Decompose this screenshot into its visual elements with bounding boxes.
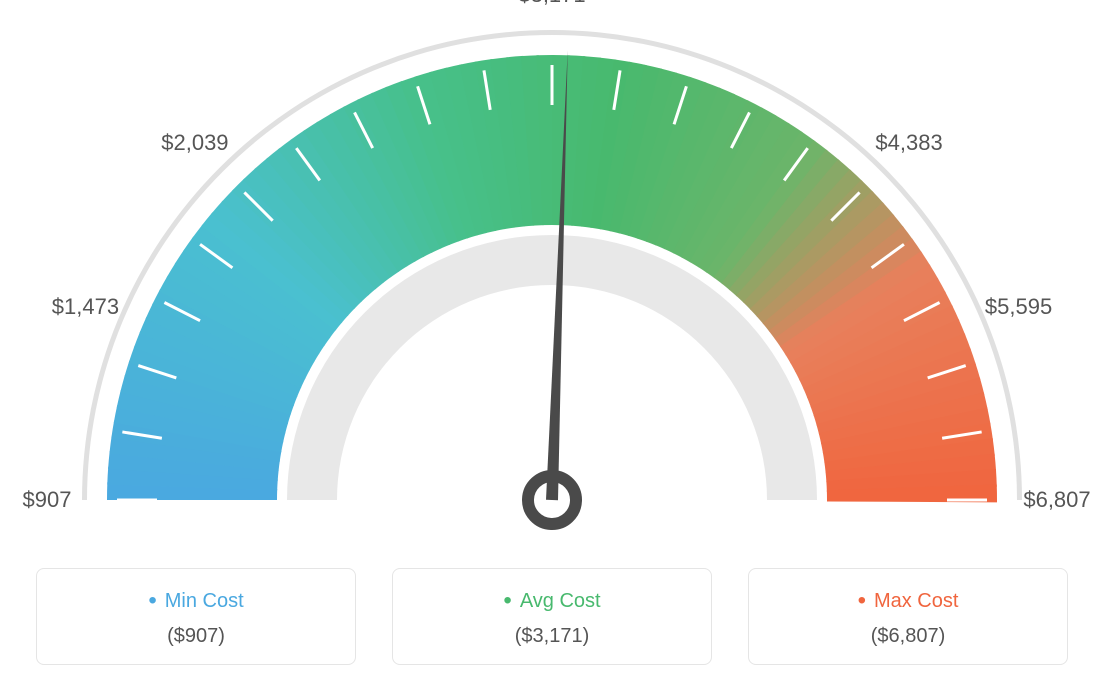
- legend-value-max: ($6,807): [749, 625, 1067, 648]
- gauge-tick-label: $4,383: [875, 130, 942, 156]
- gauge-tick-label: $907: [23, 487, 72, 513]
- legend-row: Min Cost ($907) Avg Cost ($3,171) Max Co…: [0, 568, 1104, 665]
- gauge-tick-label: $3,171: [518, 0, 585, 8]
- legend-title-avg: Avg Cost: [393, 587, 711, 615]
- gauge-tick-label: $1,473: [52, 294, 119, 320]
- gauge-tick-label: $5,595: [985, 294, 1052, 320]
- legend-title-min: Min Cost: [37, 587, 355, 615]
- legend-title-max: Max Cost: [749, 587, 1067, 615]
- legend-value-avg: ($3,171): [393, 625, 711, 648]
- legend-card-avg: Avg Cost ($3,171): [392, 568, 712, 665]
- legend-card-max: Max Cost ($6,807): [748, 568, 1068, 665]
- gauge-tick-label: $6,807: [1023, 487, 1090, 513]
- gauge-tick-label: $2,039: [161, 130, 228, 156]
- gauge-chart: $907 $1,473 $2,039 $3,171 $4,383 $5,595 $6,807: [0, 0, 1104, 560]
- legend-card-min: Min Cost ($907): [36, 568, 356, 665]
- legend-value-min: ($907): [37, 625, 355, 648]
